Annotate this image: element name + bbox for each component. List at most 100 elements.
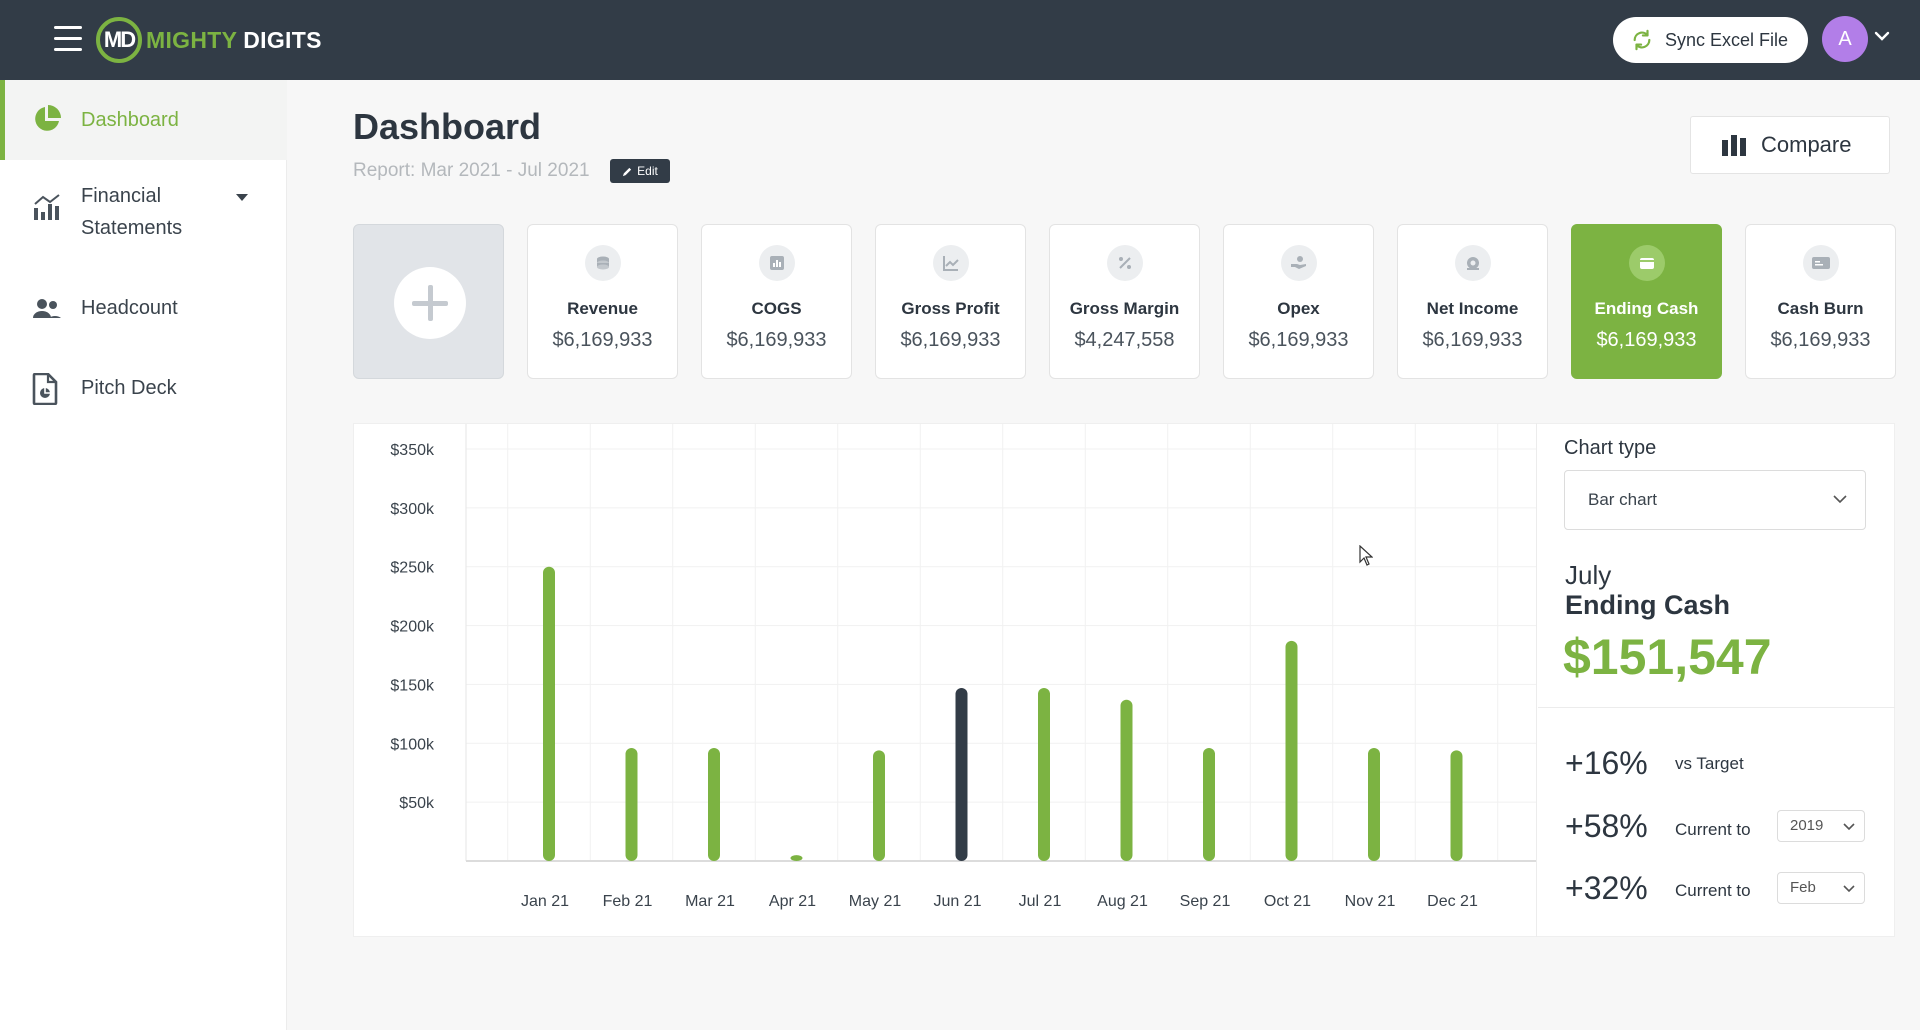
kpi-card-opex[interactable]: Opex $6,169,933 [1223,224,1374,379]
ending-cash-bar-chart: $50k $100k $150k $200k $250k $300k $350k Jan 21… [390,424,1537,910]
brand-logo[interactable]: MD MIGHTY DIGITS [96,16,322,64]
vs-target-label: vs Target [1675,754,1744,773]
bar [1203,747,1215,861]
report-range: Report: Mar 2021 - Jul 2021 [353,160,590,181]
sidebar-item-label: Pitch Deck [81,377,177,399]
kpi-card-net-income[interactable]: Net Income $6,169,933 [1397,224,1548,379]
sync-icon [1633,29,1651,51]
compare-button[interactable]: Compare [1690,116,1890,174]
mouse-cursor-icon [1359,545,1373,566]
bar [1368,747,1380,861]
sidebar-item-financial-statements[interactable]: Financial Statements [0,180,287,260]
logo-text-part2: DIGITS [243,26,322,53]
hand-coin-icon [1281,245,1317,281]
kpi-name: COGS [751,299,802,318]
x-tick-label: Dec 21 [1427,893,1478,910]
kpi-name: Revenue [567,299,638,318]
kpi-value: $6,169,933 [726,329,827,351]
kpi-value: $6,169,933 [1770,329,1871,351]
divider [1538,707,1895,708]
edit-report-button[interactable]: Edit [610,159,670,183]
pie-chart-icon [35,105,61,131]
caret-down-icon[interactable] [236,194,248,201]
kpi-value: $6,169,933 [1422,329,1523,351]
logo-text-part1: MIGHTY [146,26,238,53]
kpi-value: $6,169,933 [552,329,653,351]
kpi-name: Opex [1277,299,1320,318]
y-tick-label: $150k [390,677,435,694]
coins-icon [585,245,621,281]
compare-label: Compare [1761,132,1852,157]
kpi-value: $6,169,933 [900,329,1001,351]
add-kpi-card[interactable] [353,224,504,379]
x-tick-label: Aug 21 [1097,893,1148,910]
x-tick-label: Oct 21 [1264,893,1311,910]
bar [708,747,720,861]
report-icon [759,245,795,281]
trend-icon [933,245,969,281]
y-tick-label: $200k [390,619,435,636]
sidebar: Dashboard Financial Statements Headcount… [0,80,287,1030]
x-tick-label: Sep 21 [1180,893,1231,910]
plus-icon [394,267,466,339]
chevron-down-icon [1833,495,1847,504]
bar-chart-icon [34,194,60,220]
bar [955,687,968,861]
document-icon [32,373,58,405]
chevron-down-icon[interactable] [1874,30,1890,42]
compare-year-select[interactable]: 2019 [1777,810,1865,842]
chevron-down-icon [1843,823,1855,831]
kpi-card-gross-margin[interactable]: Gross Margin $4,247,558 [1049,224,1200,379]
y-tick-label: $50k [399,795,435,812]
sync-excel-button[interactable]: Sync Excel File [1613,17,1808,63]
kpi-card-gross-profit[interactable]: Gross Profit $6,169,933 [875,224,1026,379]
x-tick-label: Feb 21 [603,893,653,910]
page-title: Dashboard [353,106,542,147]
kpi-value: $4,247,558 [1074,329,1175,351]
current-to-year-label: Current to [1675,820,1751,839]
current-to-month-label: Current to [1675,881,1751,900]
chart-type-label: Chart type [1564,437,1657,459]
kpi-name: Cash Burn [1777,299,1864,318]
bar [1285,640,1298,861]
menu-toggle-icon[interactable] [48,26,84,52]
sidebar-item-headcount[interactable]: Headcount [0,292,287,332]
bar-chart-icon [1722,135,1746,156]
bar [1450,750,1463,861]
pencil-icon [623,167,632,176]
card-icon [1803,245,1839,281]
money-bag-icon [1455,245,1491,281]
chart-type-select[interactable]: Bar chart [1564,470,1866,530]
kpi-card-ending-cash[interactable]: Ending Cash $6,169,933 [1571,224,1722,379]
kpi-card-revenue[interactable]: Revenue $6,169,933 [527,224,678,379]
bar [543,566,555,861]
people-icon [33,299,61,318]
selected-metric: Ending Cash [1565,590,1731,620]
avatar[interactable]: A [1822,16,1868,62]
kpi-card-cash-burn[interactable]: Cash Burn $6,169,933 [1745,224,1896,379]
edit-label: Edit [637,164,658,178]
x-tick-label: Jun 21 [933,893,981,910]
wallet-icon [1629,245,1665,281]
sidebar-item-dashboard[interactable]: Dashboard [0,80,287,160]
top-bar: MD MIGHTY DIGITS Sync Excel File A [0,0,1920,80]
current-to-year-pct: +58% [1565,808,1648,844]
y-tick-label: $300k [390,501,435,518]
kpi-name: Net Income [1426,299,1519,318]
y-tick-label: $100k [390,736,435,753]
compare-month-select[interactable]: Feb [1777,872,1865,904]
vs-target-pct: +16% [1565,745,1648,781]
bar [1038,687,1050,861]
bar [790,855,803,861]
x-tick-label: May 21 [849,893,902,910]
kpi-value: $6,169,933 [1248,329,1349,351]
sidebar-item-label: Dashboard [81,109,179,131]
logo-mark: MD [96,17,142,63]
percent-icon [1107,245,1143,281]
sidebar-item-label: Headcount [81,297,178,319]
kpi-card-cogs[interactable]: COGS $6,169,933 [701,224,852,379]
sync-label: Sync Excel File [1665,29,1789,50]
x-tick-label: Jan 21 [521,893,569,910]
sidebar-item-pitch-deck[interactable]: Pitch Deck [0,372,287,412]
compare-year-value: 2019 [1790,817,1824,834]
